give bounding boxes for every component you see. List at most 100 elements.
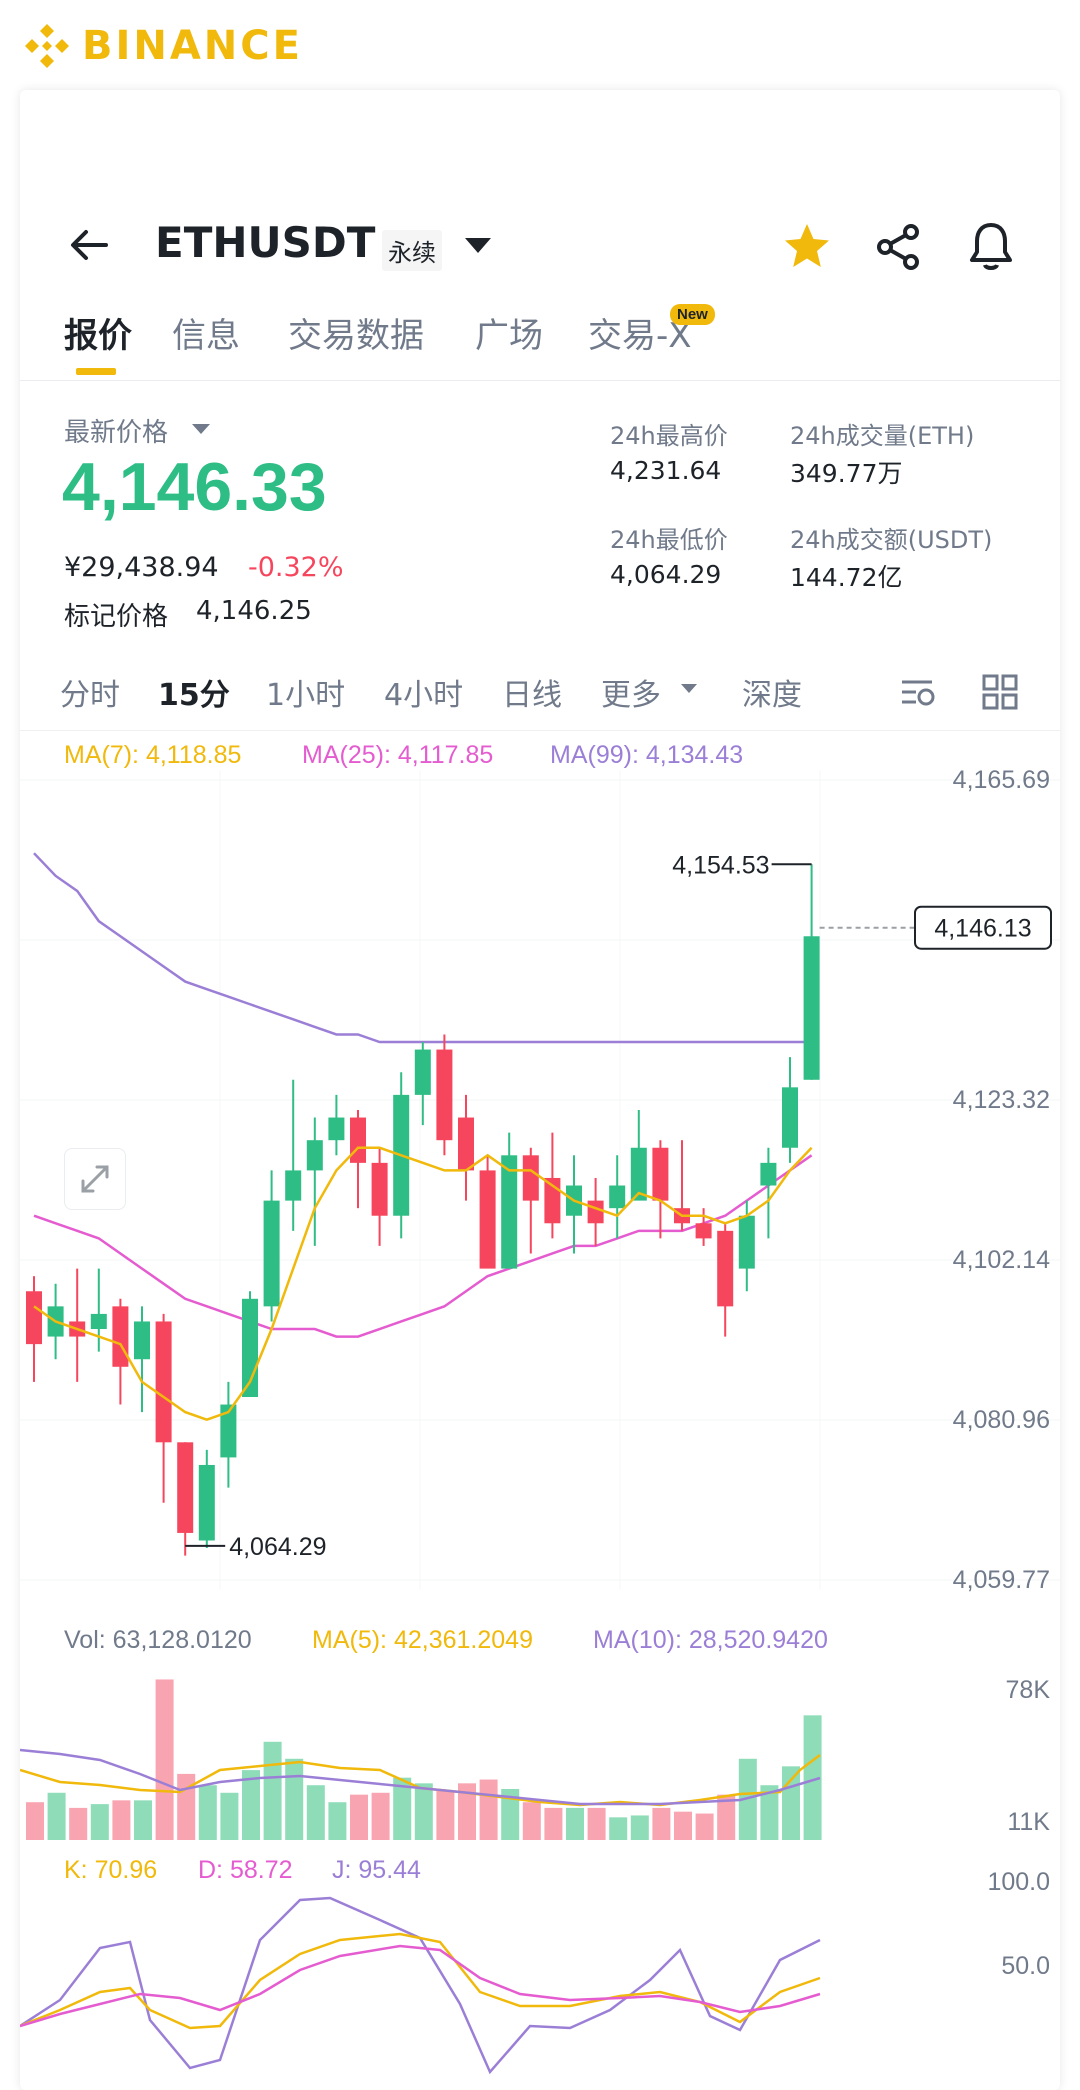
kdj-d-line: [20, 1944, 821, 2028]
volume-bar: [587, 1807, 606, 1840]
candle-body: [177, 1442, 194, 1533]
star-icon[interactable]: [782, 222, 832, 270]
volume-bar: [26, 1802, 44, 1840]
latest-price-label[interactable]: 最新价格: [64, 418, 169, 448]
volume-bar: [458, 1783, 476, 1840]
y-tick-label: 4,059.77: [953, 1566, 1050, 1594]
pair-header: ETHUSDT 永续: [20, 200, 1060, 290]
volume-bar: [674, 1811, 692, 1840]
candle-body: [198, 1464, 215, 1541]
current-price-label: 4,146.13: [934, 915, 1031, 943]
high-24h-value: 4,231.64: [610, 456, 722, 485]
volume-ma10-line: [20, 1748, 821, 1806]
interval-timeline[interactable]: 分时: [60, 678, 120, 713]
price-change-percent: -0.32%: [248, 552, 344, 583]
candle-body: [652, 1147, 669, 1201]
high-marker-label: 4,154.53: [672, 851, 769, 879]
candlestick-chart[interactable]: MA(7): 4,118.85 MA(25): 4,117.85 MA(99):…: [20, 730, 1060, 2090]
bell-icon[interactable]: [966, 220, 1016, 272]
candle-body: [26, 1291, 42, 1345]
volume-bar: [371, 1792, 390, 1840]
volume-tick-label: 78K: [1006, 1676, 1051, 1704]
interval-1d[interactable]: 日线: [502, 678, 562, 713]
current-price-box: [914, 905, 1052, 950]
candle-body: [155, 1321, 172, 1443]
interval-depth[interactable]: 深度: [742, 678, 802, 713]
fullscreen-button[interactable]: [64, 1148, 126, 1210]
candle-body: [306, 1140, 323, 1171]
interval-1h[interactable]: 1小时: [266, 678, 346, 713]
volume-bars: [26, 1679, 822, 1840]
pair-symbol[interactable]: ETHUSDT: [155, 218, 376, 267]
caret-down-icon[interactable]: [192, 424, 210, 435]
volume-bar: [242, 1770, 260, 1840]
ma99-legend: MA(99): 4,134.43: [550, 741, 743, 769]
tab-trading-data[interactable]: 交易数据: [288, 316, 424, 356]
volume-bar: [501, 1789, 520, 1840]
low-marker-label: 4,064.29: [229, 1533, 326, 1561]
volume-bar: [738, 1758, 757, 1840]
ma7-polyline: [33, 1146, 813, 1421]
price-summary: 最新价格 4,146.33 ¥29,438.94 -0.32% 标记价格 4,1…: [20, 390, 1060, 632]
indicator-settings-icon[interactable]: [898, 672, 938, 712]
volume-bar: [328, 1802, 347, 1840]
volume-bar: [220, 1792, 239, 1840]
interval-more[interactable]: 更多: [601, 678, 661, 713]
volume-bar: [285, 1758, 304, 1840]
candle-body: [350, 1117, 366, 1163]
candle-body: [738, 1215, 755, 1269]
contract-type-tag: 永续: [382, 230, 442, 271]
y-tick-label: 4,123.32: [953, 1086, 1050, 1114]
tab-quote[interactable]: 报价: [64, 316, 132, 356]
candle-body: [501, 1155, 518, 1269]
volume-usdt-label: 24h成交额(USDT): [790, 526, 993, 554]
arrow-left-icon[interactable]: [64, 220, 114, 270]
tab-info[interactable]: 信息: [172, 316, 240, 356]
interval-4h[interactable]: 4小时: [384, 678, 464, 713]
volume-ma5-legend: MA(5): 42,361.2049: [312, 1626, 533, 1654]
volume-bar: [69, 1807, 88, 1840]
last-price: 4,146.33: [62, 449, 327, 525]
layout-grid-icon[interactable]: [980, 672, 1020, 712]
volume-bar: [803, 1715, 822, 1840]
active-tab-indicator: [76, 368, 116, 375]
volume-bar: [522, 1802, 541, 1840]
tab-square[interactable]: 广场: [475, 316, 543, 356]
share-icon[interactable]: [874, 222, 924, 272]
candle-body: [285, 1170, 302, 1201]
candle-body: [609, 1185, 626, 1209]
low-24h-label: 24h最低价: [610, 526, 728, 554]
volume-bar: [652, 1807, 671, 1840]
volume-eth-label: 24h成交量(ETH): [790, 422, 975, 450]
volume-bar: [717, 1794, 736, 1840]
volume-bar: [544, 1807, 563, 1840]
volume-bar: [263, 1741, 282, 1840]
volume-bar: [436, 1790, 455, 1840]
kdj-j-line: [20, 1896, 821, 2075]
candle-body: [458, 1117, 474, 1171]
volume-bar: [760, 1785, 779, 1840]
volume-legend: Vol: 63,128.0120: [64, 1626, 252, 1654]
caret-down-icon[interactable]: [465, 238, 491, 254]
ma99-polyline: [33, 852, 812, 1044]
caret-down-icon[interactable]: [681, 684, 697, 694]
volume-bar: [630, 1815, 649, 1840]
volume-ma10-legend: MA(10): 28,520.9420: [593, 1626, 828, 1654]
volume-bar: [306, 1785, 325, 1840]
kdj-tick-label: 100.0: [987, 1868, 1050, 1896]
low-24h-value: 4,064.29: [610, 560, 722, 589]
volume-bar: [393, 1777, 412, 1840]
expand-icon: [81, 1165, 109, 1193]
volume-bar: [198, 1785, 217, 1840]
volume-bar: [609, 1817, 628, 1840]
volume-bar: [350, 1794, 368, 1840]
kdj-k-legend: K: 70.96: [64, 1856, 157, 1884]
chart-grid: [20, 770, 1060, 1590]
volume-bar: [782, 1766, 800, 1840]
candle-body: [90, 1313, 107, 1330]
interval-15m[interactable]: 15分: [158, 678, 230, 713]
candle-body: [630, 1147, 647, 1201]
volume-bar: [90, 1804, 109, 1840]
new-badge: New: [670, 304, 715, 325]
candle-body: [112, 1306, 129, 1367]
